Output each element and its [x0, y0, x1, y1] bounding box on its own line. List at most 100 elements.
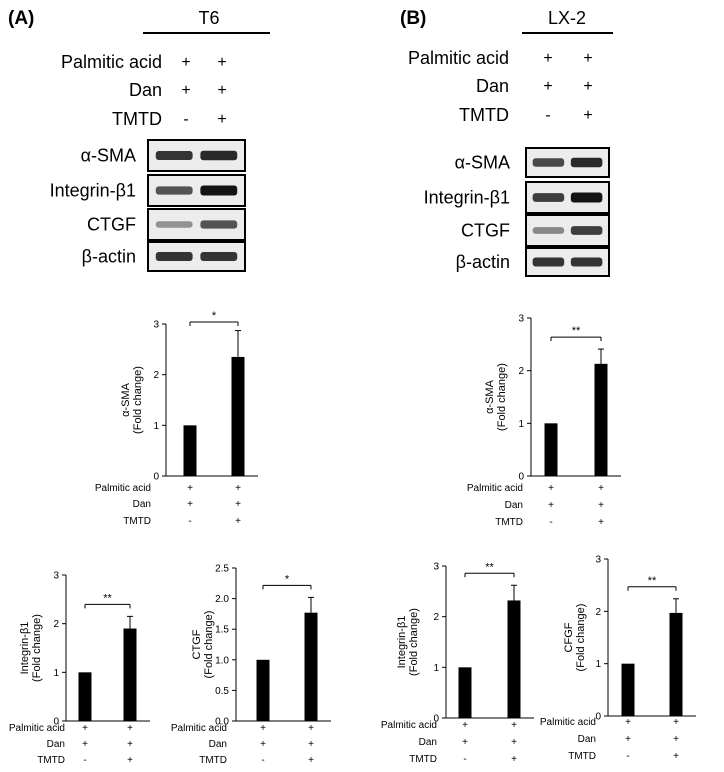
blot-band [570, 226, 603, 235]
treatment-label: Dan [476, 76, 509, 96]
y-axis-label: (Fold change) [496, 363, 508, 431]
y-tick-label: 2 [595, 607, 601, 618]
y-tick-label: 1 [518, 419, 524, 430]
y-tick-label: 0.5 [215, 686, 229, 697]
treatment-sign: + [625, 734, 631, 745]
treatment-sign: - [261, 755, 264, 766]
y-axis-label: (Fold change) [575, 604, 587, 672]
treatment-label: Dan [505, 500, 523, 511]
treatment-sign: + [673, 751, 679, 762]
blot-band [200, 185, 238, 196]
y-tick-label: 2.5 [215, 564, 229, 575]
blot-band [570, 157, 603, 168]
treatment-label: Dan [133, 499, 151, 510]
bar-chart-3: 0.0 0.5 1.0 1.5 2.0 2.5 CTGF (Fold change) * Palm… [171, 564, 331, 766]
y-axis-label: CFGF [563, 622, 575, 652]
significance-marker: ** [648, 575, 657, 587]
y-tick-label: 3 [153, 320, 159, 331]
blot-label: α-SMA [81, 146, 136, 166]
treatment-label: Dan [47, 739, 65, 750]
y-tick-label: 0 [433, 714, 439, 725]
treatment-sign: - [463, 754, 466, 765]
bar [594, 363, 608, 476]
treatment-label: Palmitic acid [540, 717, 596, 728]
treatment-sign: + [235, 499, 241, 510]
treatment-sign: - [626, 751, 629, 762]
y-axis-label: α-SMA [484, 379, 496, 414]
y-tick-label: 0 [53, 717, 59, 728]
treatment-sign: + [308, 739, 314, 750]
y-axis-label: Integrin-β1 [19, 622, 31, 675]
treatment-sign: + [217, 54, 226, 71]
bar [304, 612, 318, 721]
treatment-sign: + [673, 717, 679, 728]
blot-band [200, 220, 238, 229]
blot-label: CTGF [461, 221, 510, 241]
blot-label: α-SMA [455, 153, 510, 173]
treatment-sign: + [308, 723, 314, 734]
y-tick-label: 1 [53, 668, 59, 679]
treatment-sign: + [625, 717, 631, 728]
treatment-label: Palmitic acid [61, 52, 162, 72]
treatment-sign: + [673, 734, 679, 745]
y-axis-label: (Fold change) [31, 614, 43, 682]
treatment-sign: + [235, 516, 241, 527]
treatment-label: Dan [209, 739, 227, 750]
bar-chart-5: 0 1 2 3 Integrin-β1 (Fold change) ** Palmitic a… [381, 561, 534, 765]
significance-marker: ** [572, 325, 581, 337]
treatment-label: Dan [578, 734, 596, 745]
treatment-sign: - [188, 516, 191, 527]
y-axis-label: CTGF [191, 629, 203, 659]
treatment-sign: + [82, 723, 88, 734]
y-tick-label: 1 [153, 421, 159, 432]
blot-band [155, 251, 193, 262]
y-tick-label: 0 [153, 472, 159, 483]
treatment-label: Palmitic acid [9, 723, 65, 734]
treatment-sign: + [260, 723, 266, 734]
blot-label: β-actin [82, 247, 136, 267]
bar [621, 663, 635, 716]
treatment-sign: + [217, 82, 226, 99]
significance-marker: * [212, 310, 217, 322]
panel-letter: (B) [400, 8, 426, 29]
bar-chart-1: 0 1 2 3 α-SMA (Fold change) * Palmitic acid + + Da… [95, 310, 258, 527]
treatment-sign: + [543, 50, 552, 67]
treatment-sign: + [598, 517, 604, 528]
treatment-sign: + [548, 483, 554, 494]
treatment-label: TMTD [199, 755, 227, 766]
treatment-sign: + [181, 54, 190, 71]
treatment-sign: - [83, 755, 86, 766]
treatment-label: TMTD [495, 517, 523, 528]
blot-band [200, 251, 238, 262]
treatment-sign: + [583, 50, 592, 67]
treatment-label: Palmitic acid [95, 483, 151, 494]
y-axis-label: Integrin-β1 [396, 616, 408, 669]
treatment-label: TMTD [459, 105, 509, 125]
bar [183, 425, 197, 476]
treatment-label: Dan [419, 737, 437, 748]
bar-chart-4: 0 1 2 3 α-SMA (Fold change) ** Palmitic acid + + D… [467, 314, 621, 528]
bar [507, 600, 521, 718]
treatment-label: TMTD [568, 751, 596, 762]
cell-line-title: T6 [198, 8, 219, 28]
blot-band [532, 158, 565, 167]
treatment-sign: + [127, 739, 133, 750]
y-tick-label: 2 [153, 370, 159, 381]
bar [231, 356, 245, 476]
treatment-label: Palmitic acid [381, 720, 437, 731]
bar [669, 612, 683, 716]
treatment-sign: + [82, 739, 88, 750]
blot-label: Integrin-β1 [424, 188, 510, 208]
treatment-sign: - [549, 517, 552, 528]
blot-band [155, 186, 193, 195]
bar [544, 423, 558, 476]
y-tick-label: 3 [433, 562, 439, 573]
bar [458, 667, 472, 718]
treatment-label: TMTD [37, 755, 65, 766]
significance-marker: * [285, 573, 290, 585]
treatment-label: Dan [129, 80, 162, 100]
treatment-sign: + [583, 78, 592, 95]
y-tick-label: 2 [53, 619, 59, 630]
bar [256, 659, 270, 721]
